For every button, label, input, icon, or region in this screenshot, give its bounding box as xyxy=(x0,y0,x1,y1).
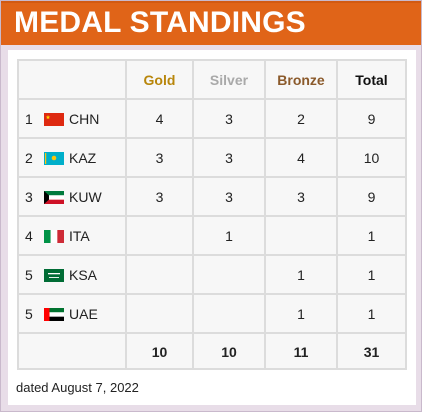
bronze-count: 4 xyxy=(297,149,305,166)
gold-count xyxy=(127,217,192,254)
header-bar: MEDAL STANDINGS xyxy=(1,1,421,45)
column-divider xyxy=(192,61,194,368)
china-flag-icon xyxy=(44,112,64,126)
dated-note: dated August 7, 2022 xyxy=(16,380,139,395)
table-header-row: Gold Silver Bronze Total xyxy=(19,61,405,98)
rank-cell: 1 xyxy=(25,110,33,127)
silver-count: 3 xyxy=(225,149,233,166)
bronze-total: 11 xyxy=(293,344,309,360)
column-header-silver: Silver xyxy=(209,71,249,88)
kazakhstan-flag-icon xyxy=(44,151,64,165)
table-row: 5 KSA 1 1 xyxy=(19,254,405,293)
totals-row: 10 10 11 31 xyxy=(19,332,405,370)
uae-flag-icon xyxy=(44,307,64,321)
rank-cell: 5 xyxy=(25,305,33,322)
bronze-count: 1 xyxy=(297,266,305,283)
country-code: KUW xyxy=(69,188,102,205)
silver-count: 3 xyxy=(225,188,233,205)
gold-count xyxy=(127,295,192,332)
silver-count: 1 xyxy=(225,227,233,244)
medal-panel: Gold Silver Bronze Total 1 CHN 4 3 2 9 2 xyxy=(8,50,416,405)
total-count: 9 xyxy=(367,188,376,205)
page-title: MEDAL STANDINGS xyxy=(14,6,306,39)
total-count: 9 xyxy=(367,110,376,127)
medal-table: Gold Silver Bronze Total 1 CHN 4 3 2 9 2 xyxy=(17,59,407,370)
rank-cell: 5 xyxy=(25,266,33,283)
column-divider xyxy=(264,61,266,368)
gold-total: 10 xyxy=(151,344,168,360)
silver-count: 3 xyxy=(225,110,233,127)
column-header-gold: Gold xyxy=(143,71,176,88)
gold-count: 4 xyxy=(155,110,164,127)
country-code: UAE xyxy=(69,305,98,322)
rank-cell: 2 xyxy=(25,149,33,166)
country-code: ITA xyxy=(69,227,90,244)
rank-cell: 4 xyxy=(25,227,33,244)
gold-count: 3 xyxy=(155,149,164,166)
table-row: 1 CHN 4 3 2 9 xyxy=(19,98,405,137)
column-divider xyxy=(125,61,127,368)
total-count: 1 xyxy=(367,266,376,283)
column-divider xyxy=(336,61,338,368)
total-count: 10 xyxy=(363,149,380,166)
table-row: 2 KAZ 3 3 4 10 xyxy=(19,137,405,176)
bronze-count xyxy=(266,217,336,254)
italy-flag-icon xyxy=(44,229,64,243)
grand-total: 31 xyxy=(363,344,380,360)
saudi-arabia-flag-icon xyxy=(44,268,64,282)
table-row: 5 UAE 1 1 xyxy=(19,293,405,332)
bronze-count: 3 xyxy=(297,188,305,205)
rank-cell: 3 xyxy=(25,188,33,205)
column-header-total: Total xyxy=(355,71,388,88)
column-header-bronze: Bronze xyxy=(277,71,325,88)
gold-count: 3 xyxy=(155,188,164,205)
bronze-count: 2 xyxy=(297,110,305,127)
total-count: 1 xyxy=(367,305,376,322)
table-row: 4 ITA 1 1 xyxy=(19,215,405,254)
gold-count xyxy=(127,256,192,293)
silver-total: 10 xyxy=(221,344,237,360)
silver-count xyxy=(194,256,264,293)
silver-count xyxy=(194,295,264,332)
country-code: KSA xyxy=(69,266,98,283)
country-code: CHN xyxy=(69,110,100,127)
total-count: 1 xyxy=(367,227,376,244)
bronze-count: 1 xyxy=(297,305,305,322)
country-code: KAZ xyxy=(69,149,97,166)
kuwait-flag-icon xyxy=(44,190,64,204)
table-row: 3 KUW 3 3 3 9 xyxy=(19,176,405,215)
